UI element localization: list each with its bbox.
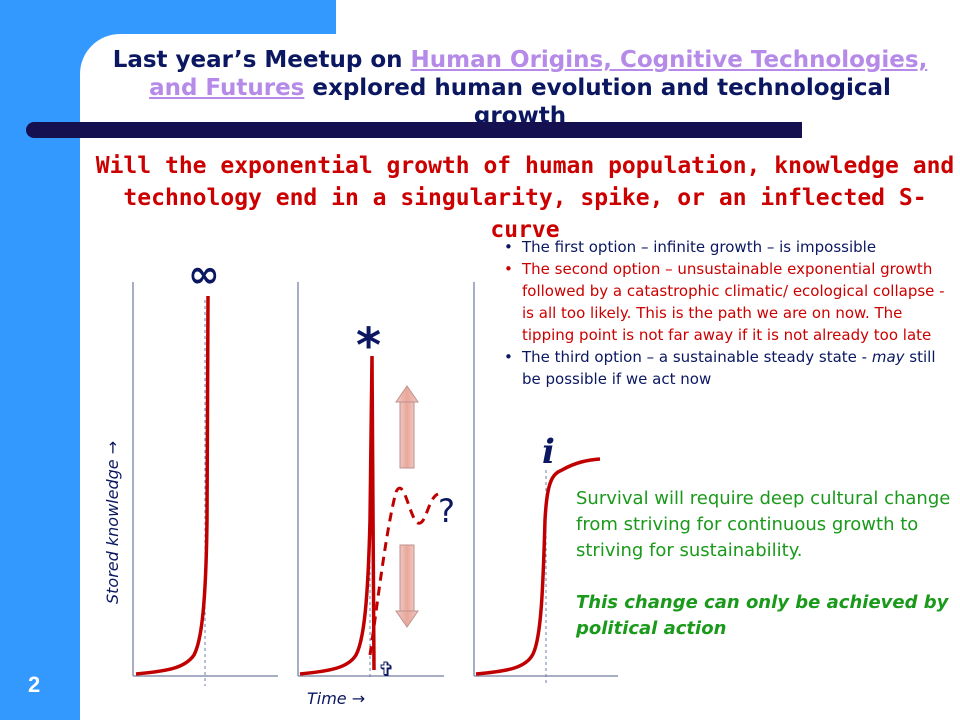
bullet-third-option: The third option – a sustainable steady … <box>502 346 952 390</box>
slide-header: Last year’s Meetup on Human Origins, Cog… <box>100 46 940 130</box>
panel1-curve <box>135 295 210 676</box>
page-number: 2 <box>28 672 41 697</box>
header-suffix: explored human evolution and technologic… <box>304 75 891 129</box>
panel2-dashed-path <box>368 486 439 656</box>
panel-singularity: ∞ <box>132 252 278 686</box>
panel3-s-curve <box>475 457 601 676</box>
bullet-third-suffix: still be possible if we act now <box>522 348 936 388</box>
panel2-spike-curve <box>299 355 376 676</box>
header-divider <box>26 122 802 138</box>
cross-symbol: ✞ <box>378 657 395 681</box>
left-accent-bar <box>0 0 80 720</box>
bullet-first-option: The first option – infinite growth – is … <box>502 236 952 258</box>
inflection-letter: i <box>542 432 555 472</box>
down-arrow-shaft <box>399 544 415 614</box>
up-arrow-shaft <box>399 399 415 469</box>
spike-star: * <box>356 318 381 374</box>
political-action-text: This change can only be achieved by poli… <box>576 592 949 639</box>
panel-s-curve: i <box>473 282 618 686</box>
bullet-third-prefix: The third option – a sustainable steady … <box>522 348 872 366</box>
infinity-symbol: ∞ <box>188 252 220 296</box>
slide-question: Will the exponential growth of human pop… <box>95 153 955 243</box>
header-prefix: Last year’s Meetup on <box>112 47 411 73</box>
y-axis-label: Stored knowledge → <box>103 441 122 604</box>
bullet-third-emphasis: may <box>871 348 905 366</box>
meetup-link[interactable]: Human Origins, Cognitive Technologies, a… <box>149 47 928 101</box>
top-accent-bar <box>80 0 336 34</box>
question-mark: ? <box>438 492 455 530</box>
survival-text: Survival will require deep cultural chan… <box>576 488 951 561</box>
x-axis-label: Time → <box>307 689 365 708</box>
bullet-second-option: The second option – unsustainable expone… <box>502 258 952 346</box>
down-arrow-head <box>395 610 419 628</box>
up-arrow-head <box>395 385 419 403</box>
option-bullets: The first option – infinite growth – is … <box>502 236 952 390</box>
panel-spike: * ? ✞ <box>297 282 455 681</box>
